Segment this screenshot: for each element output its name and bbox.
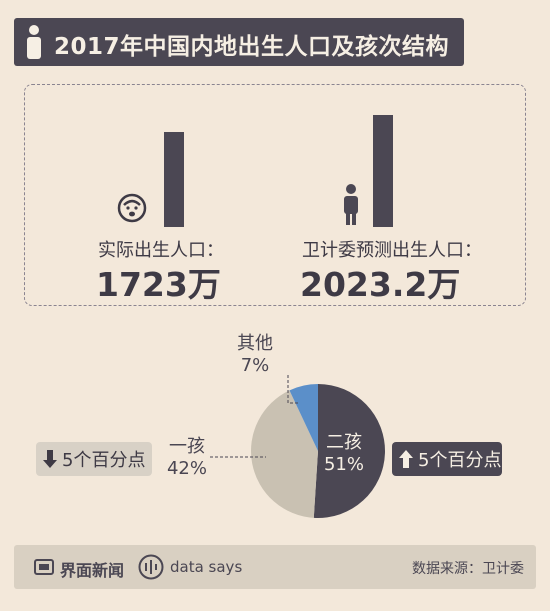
- pie-label-other: 其他 7%: [230, 333, 280, 377]
- actual-value: 1723万: [96, 265, 221, 304]
- pie-slice-other: [289, 384, 318, 451]
- data-says-text: data says: [170, 558, 243, 576]
- arrow-down-icon: [43, 450, 57, 468]
- brand-name: 界面新闻: [60, 561, 125, 580]
- bar-forecast: [373, 115, 393, 227]
- first-pct: 42%: [166, 458, 207, 479]
- data-source: 数据来源：卫计委: [412, 561, 524, 577]
- first-change-chip: 5个百分点: [36, 442, 152, 476]
- other-leader-line: [287, 375, 299, 404]
- arrow-up-icon: [399, 450, 413, 468]
- pie-label-first: 一孩 42%: [162, 436, 212, 480]
- baby-icon: [117, 193, 147, 223]
- second-change-text: 5个百分点: [418, 450, 502, 471]
- forecast-label: 卫计委预测出生人口：: [302, 240, 482, 261]
- second-pct: 51%: [323, 454, 364, 475]
- footer-bar: 界面新闻 data says 数据来源：卫计委: [14, 545, 536, 589]
- forecast-value: 2023.2万: [300, 265, 461, 304]
- first-name: 一孩: [169, 436, 205, 457]
- second-name: 二孩: [326, 432, 362, 453]
- jiemian-logo-icon: [34, 559, 54, 575]
- pie-label-second: 二孩 51%: [316, 432, 372, 476]
- pie-slice-first: [250, 390, 318, 518]
- header-banner: 2017年中国内地出生人口及孩次结构: [14, 18, 464, 66]
- other-name: 其他: [237, 333, 273, 354]
- bar-actual: [164, 132, 184, 227]
- other-pct: 7%: [240, 355, 270, 376]
- person-icon: [27, 25, 41, 59]
- birth-comparison-panel: [24, 84, 526, 306]
- page-title: 2017年中国内地出生人口及孩次结构: [54, 34, 450, 60]
- first-change-text: 5个百分点: [62, 450, 146, 471]
- actual-label: 实际出生人口：: [98, 240, 224, 261]
- second-change-chip: 5个百分点: [392, 442, 502, 476]
- person-icon: [344, 184, 358, 225]
- data-says-icon: [138, 554, 164, 580]
